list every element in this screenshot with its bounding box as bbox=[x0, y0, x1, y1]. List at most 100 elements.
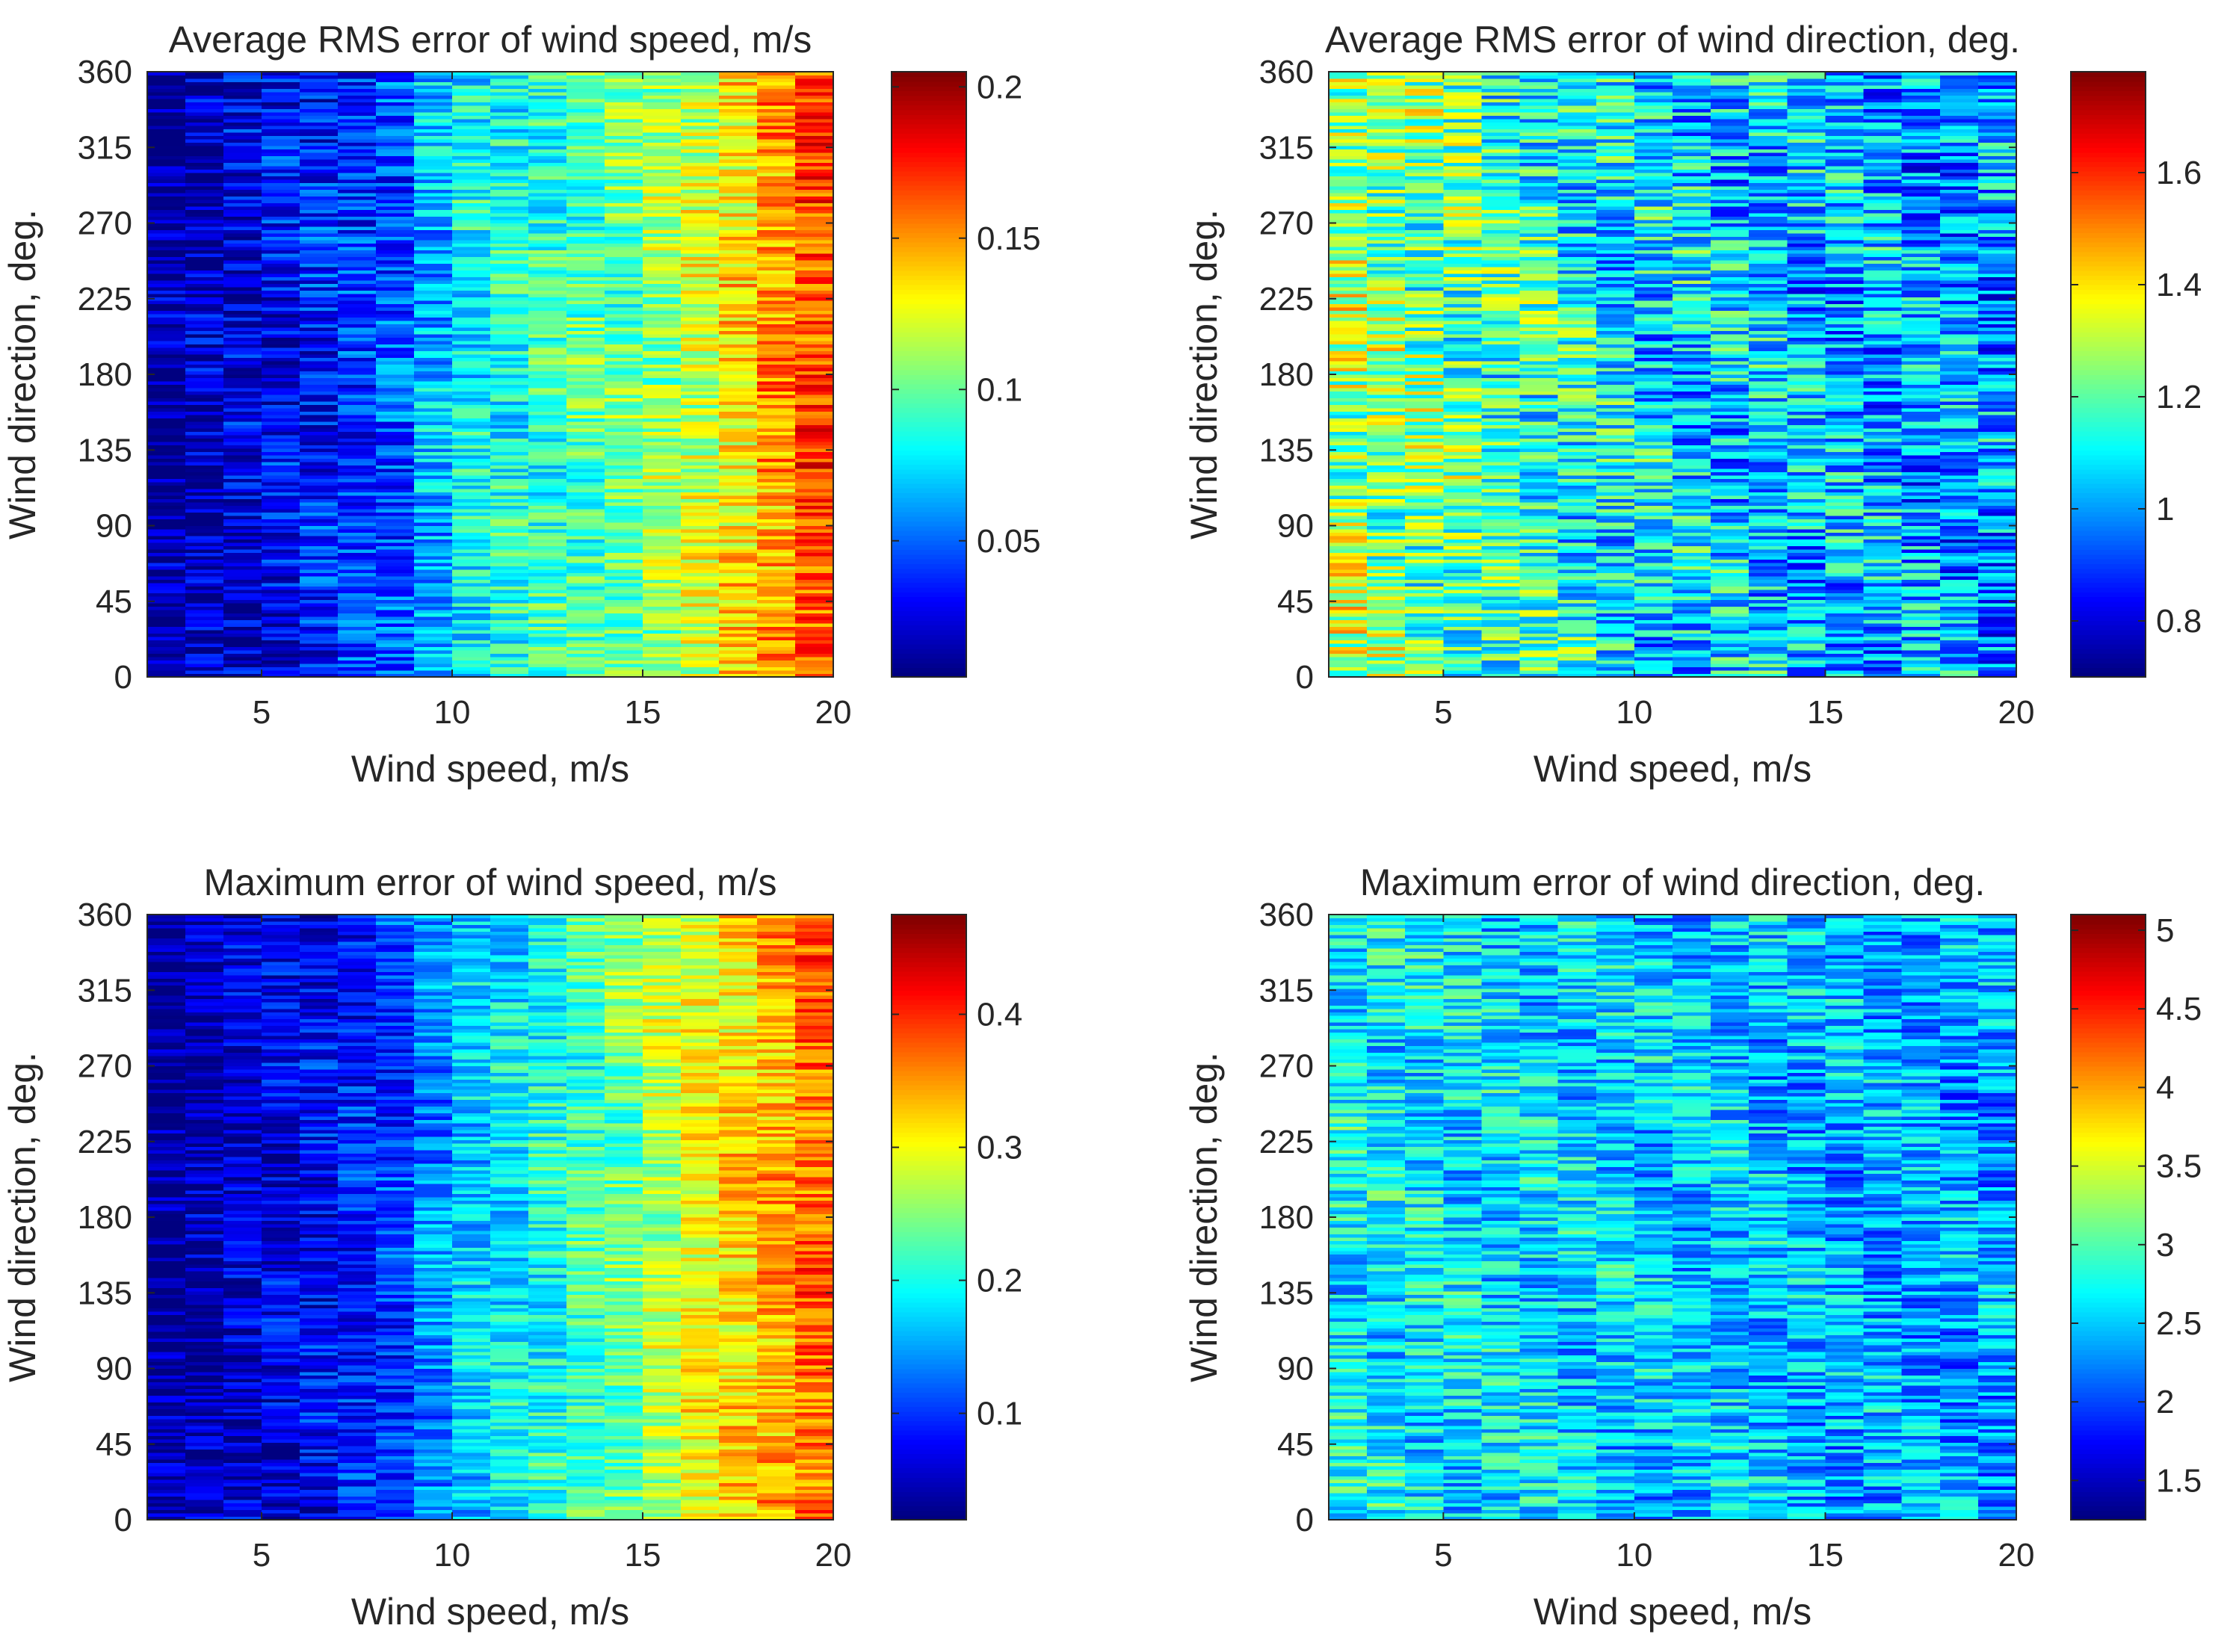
heatmap-cell bbox=[452, 495, 491, 500]
heatmap-cell bbox=[147, 616, 186, 621]
heatmap-cell bbox=[1596, 263, 1635, 267]
heatmap-cell bbox=[643, 146, 682, 150]
heatmap-cell bbox=[1596, 415, 1635, 419]
heatmap-cell bbox=[414, 321, 453, 325]
x-tick-label: 15 bbox=[625, 694, 661, 731]
heatmap-cell bbox=[376, 563, 415, 567]
colorbar-segment bbox=[892, 161, 966, 167]
heatmap-cell bbox=[757, 371, 796, 375]
heatmap-cell bbox=[1405, 78, 1444, 83]
heatmap-cell bbox=[719, 321, 758, 325]
heatmap-cell bbox=[300, 155, 339, 160]
heatmap-cell bbox=[528, 270, 567, 274]
heatmap-cell bbox=[1443, 371, 1483, 375]
heatmap-cell bbox=[452, 294, 491, 298]
heatmap-cell bbox=[452, 199, 491, 204]
heatmap-cell bbox=[757, 505, 796, 510]
heatmap-cell bbox=[185, 196, 224, 200]
heatmap-cell bbox=[643, 189, 682, 194]
heatmap-cell bbox=[643, 307, 682, 312]
heatmap-cell bbox=[528, 260, 567, 264]
heatmap-cell bbox=[1481, 633, 1521, 637]
heatmap-cell bbox=[795, 418, 834, 422]
heatmap-cell bbox=[1596, 505, 1635, 510]
heatmap-cell bbox=[262, 88, 300, 93]
heatmap-cell bbox=[795, 455, 834, 460]
heatmap-cell bbox=[300, 438, 339, 442]
heatmap-cell bbox=[452, 630, 491, 634]
heatmap-cell bbox=[566, 418, 605, 422]
heatmap-cell bbox=[1405, 229, 1444, 234]
heatmap-cell bbox=[223, 421, 262, 426]
heatmap-cell bbox=[414, 81, 453, 86]
heatmap-cell bbox=[147, 196, 186, 200]
heatmap-cell bbox=[1519, 317, 1559, 321]
heatmap-cell bbox=[643, 176, 682, 180]
heatmap-cell bbox=[1519, 102, 1559, 106]
heatmap-cell bbox=[262, 166, 300, 170]
heatmap-cell bbox=[643, 502, 682, 507]
heatmap-cell bbox=[1481, 590, 1521, 594]
heatmap-cell bbox=[376, 189, 415, 194]
heatmap-cell bbox=[1481, 498, 1521, 503]
heatmap-cell bbox=[1481, 206, 1521, 211]
heatmap-cell bbox=[681, 115, 720, 120]
heatmap-cell bbox=[1329, 418, 1368, 422]
heatmap-cell bbox=[300, 395, 339, 399]
heatmap-cell bbox=[262, 542, 300, 547]
heatmap-cell bbox=[147, 395, 186, 399]
heatmap-cell bbox=[1557, 95, 1597, 99]
heatmap-cell bbox=[528, 132, 567, 137]
heatmap-cell bbox=[185, 122, 224, 126]
colorbar-segment bbox=[892, 256, 966, 262]
heatmap-cell bbox=[452, 243, 491, 247]
heatmap-cell bbox=[566, 485, 605, 489]
heatmap-cell bbox=[1443, 327, 1483, 332]
heatmap-cell bbox=[528, 556, 567, 560]
heatmap-cell bbox=[719, 344, 758, 348]
heatmap-cell bbox=[719, 519, 758, 523]
heatmap-cell bbox=[566, 290, 605, 294]
heatmap-cell bbox=[566, 633, 605, 637]
heatmap-cell bbox=[605, 576, 643, 581]
heatmap-cell bbox=[490, 139, 529, 143]
heatmap-cell bbox=[757, 552, 796, 557]
heatmap-cell bbox=[1634, 522, 1673, 527]
heatmap-cell bbox=[528, 519, 567, 523]
heatmap-cell bbox=[1634, 381, 1673, 386]
heatmap-cell bbox=[1519, 256, 1559, 261]
heatmap-cell bbox=[452, 623, 491, 628]
heatmap-cell bbox=[1519, 653, 1559, 658]
heatmap-cell bbox=[414, 451, 453, 456]
heatmap-cell bbox=[719, 593, 758, 597]
heatmap-cell bbox=[185, 471, 224, 476]
heatmap-cell bbox=[528, 206, 567, 211]
heatmap-cell bbox=[1557, 408, 1597, 412]
heatmap-cell bbox=[681, 489, 720, 493]
heatmap-cell bbox=[1367, 327, 1406, 332]
heatmap-cell bbox=[795, 321, 834, 325]
heatmap-cell bbox=[719, 640, 758, 644]
heatmap-cell bbox=[1519, 455, 1559, 460]
heatmap-cell bbox=[605, 525, 643, 530]
heatmap-cell bbox=[1481, 455, 1521, 460]
heatmap-cell bbox=[719, 539, 758, 543]
heatmap-cell bbox=[376, 516, 415, 520]
heatmap-cell bbox=[605, 206, 643, 211]
heatmap-cell bbox=[1405, 640, 1444, 644]
heatmap-cell bbox=[528, 415, 567, 419]
heatmap-cell bbox=[719, 132, 758, 137]
heatmap-cell bbox=[376, 576, 415, 581]
heatmap-cell bbox=[795, 616, 834, 621]
heatmap-cell bbox=[1481, 361, 1521, 365]
heatmap-cell bbox=[1557, 388, 1597, 392]
heatmap-cell bbox=[300, 455, 339, 460]
heatmap-cell bbox=[719, 253, 758, 258]
heatmap-cell bbox=[185, 465, 224, 469]
heatmap-cell bbox=[1519, 408, 1559, 412]
heatmap-cell bbox=[528, 263, 567, 267]
heatmap-cell bbox=[566, 226, 605, 231]
heatmap-cell bbox=[185, 663, 224, 668]
heatmap-cell bbox=[262, 135, 300, 140]
heatmap-cell bbox=[452, 576, 491, 581]
